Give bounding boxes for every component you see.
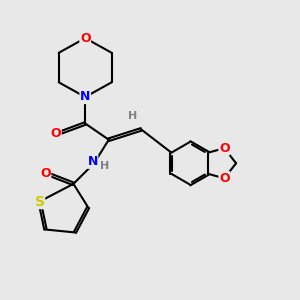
- Text: H: H: [128, 111, 137, 121]
- Text: S: S: [34, 194, 45, 208]
- Text: N: N: [87, 155, 98, 168]
- Text: O: O: [40, 167, 51, 180]
- Text: O: O: [219, 142, 230, 155]
- Text: N: N: [80, 91, 90, 103]
- Text: O: O: [219, 172, 230, 185]
- Text: H: H: [100, 161, 109, 171]
- Text: O: O: [80, 32, 91, 45]
- Text: O: O: [50, 127, 61, 140]
